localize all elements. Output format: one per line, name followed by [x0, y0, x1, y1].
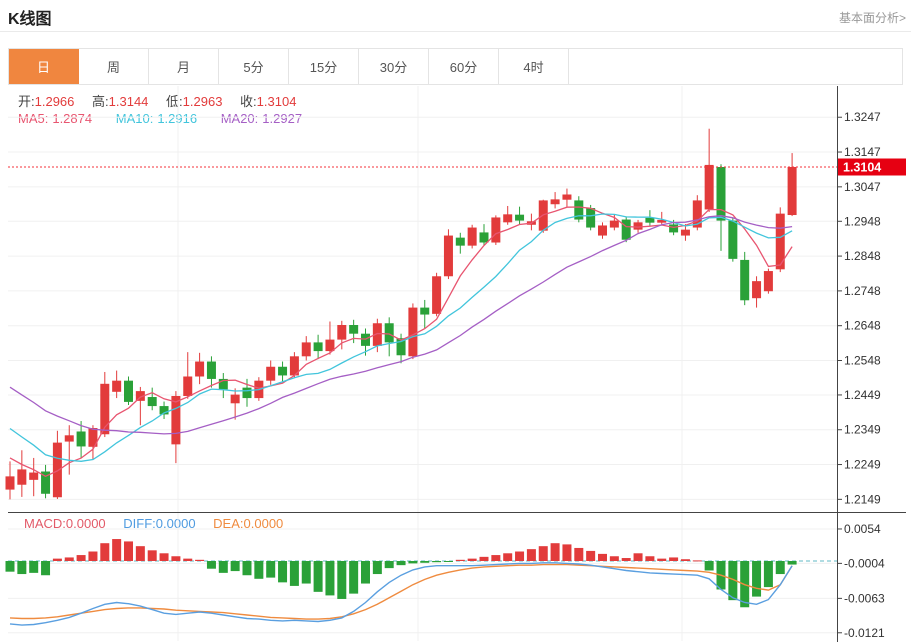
- axis-tick-label: 1.3147: [844, 145, 881, 159]
- diff-pair: DIFF:0.0000: [123, 516, 195, 531]
- axis-tick-label: 0.0054: [844, 522, 881, 536]
- tab-4hour[interactable]: 4时: [499, 49, 569, 84]
- diff-line-g: [9, 562, 793, 626]
- close-pair: 收:1.3104: [240, 94, 296, 109]
- tab-month[interactable]: 月: [149, 49, 219, 84]
- open-value: 1.2966: [34, 94, 75, 109]
- high-pair: 高:1.3144: [92, 94, 148, 109]
- last-price-badge: 1.3104: [838, 158, 906, 176]
- ma20-label: MA20:: [220, 111, 259, 126]
- axis-tick-label: 1.2748: [844, 284, 881, 298]
- macd-label: MACD:: [24, 516, 66, 531]
- axis-tick-label: 1.3047: [844, 180, 881, 194]
- high-label: 高:: [92, 94, 109, 109]
- axis-tick-label: -0.0004: [844, 556, 885, 570]
- ma-lines: [9, 213, 793, 462]
- axis-tick-label: 1.2349: [844, 423, 881, 437]
- ma20-value: 1.2927: [262, 111, 303, 126]
- high-value: 1.3144: [108, 94, 149, 109]
- ma10-pair: MA10: 1.2916: [116, 111, 197, 126]
- macd-legend: MACD:0.0000 DIFF:0.0000 DEA:0.0000: [24, 516, 297, 531]
- ma5-label: MA5:: [18, 111, 49, 126]
- axis-tick-label: 1.2249: [844, 458, 881, 472]
- dea-value: 0.0000: [243, 516, 284, 531]
- axes: [8, 86, 906, 642]
- axis-tick-label: 1.3247: [844, 110, 881, 124]
- period-tabbar: 日周月 5分 15分 30分 60分 4时: [8, 48, 903, 85]
- diff-value: 0.0000: [155, 516, 196, 531]
- tab-15min[interactable]: 15分: [289, 49, 359, 84]
- macd-bars: [5, 539, 797, 608]
- ma20-line: [9, 215, 793, 435]
- header-divider: [0, 31, 911, 32]
- axis-tick-label: -0.0121: [844, 626, 885, 640]
- ma20-pair: MA20: 1.2927: [221, 111, 302, 126]
- close-label: 收:: [240, 94, 257, 109]
- diff-label: DIFF:: [123, 516, 156, 531]
- macd-value: 0.0000: [65, 516, 106, 531]
- macd-pair: MACD:0.0000: [24, 516, 106, 531]
- ma10-label: MA10:: [115, 111, 154, 126]
- low-value: 1.2963: [182, 94, 223, 109]
- axis-tick-label: 1.2948: [844, 214, 881, 228]
- axis-tick-label: 1.2449: [844, 388, 881, 402]
- axis-tick-label: 1.2648: [844, 319, 881, 333]
- candles: [5, 128, 797, 500]
- diff-line: [9, 562, 793, 626]
- ma-legend: MA5: 1.2874 MA10: 1.2916 MA20: 1.2927: [18, 111, 322, 126]
- axis-tick-label: 1.2548: [844, 353, 881, 367]
- tab-day[interactable]: 日: [9, 49, 79, 84]
- dea-pair: DEA:0.0000: [213, 516, 283, 531]
- ohlc-legend: 开:1.2966 高:1.3144 低:1.2963 收:1.3104: [18, 91, 310, 110]
- ma5-value: 1.2874: [52, 111, 93, 126]
- last-price-badge-label: 1.3104: [843, 161, 881, 175]
- dea-line: [9, 563, 793, 620]
- ma-lines: [9, 215, 793, 435]
- axis-tick-label: -0.0063: [844, 591, 885, 605]
- open-pair: 开:1.2966: [18, 94, 74, 109]
- axis-tick-label: 1.2848: [844, 249, 881, 263]
- ma10-value: 1.2916: [157, 111, 198, 126]
- dea-label: DEA:: [213, 516, 244, 531]
- tab-30min[interactable]: 30分: [359, 49, 429, 84]
- tab-week[interactable]: 周: [79, 49, 149, 84]
- tab-5min[interactable]: 5分: [219, 49, 289, 84]
- close-value: 1.3104: [256, 94, 297, 109]
- fundamental-analysis-link[interactable]: 基本面分析>: [838, 11, 906, 25]
- axis-labels: 1.3247 1.3147 1.3047 1.2948 1.2848 1.2748 1.26…: [837, 110, 885, 640]
- axis-tick-label: 1.2149: [844, 492, 881, 506]
- ma10-line: [9, 213, 793, 462]
- page-title: K线图: [8, 11, 52, 28]
- open-label: 开:: [18, 94, 35, 109]
- dea-line-g: [9, 563, 793, 620]
- tab-60min[interactable]: 60分: [429, 49, 499, 84]
- ma5-pair: MA5: 1.2874: [18, 111, 92, 126]
